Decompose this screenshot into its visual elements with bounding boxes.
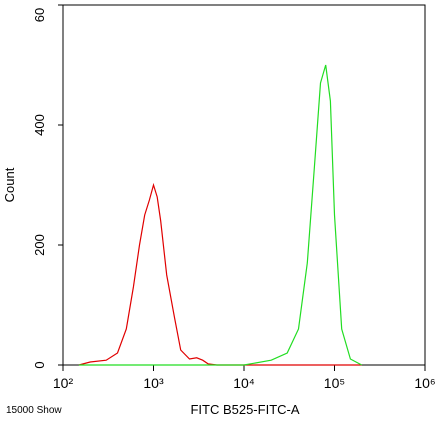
plot-frame (62, 4, 426, 366)
x-tick-label: 10⁶ (414, 375, 435, 391)
x-tick-label: 10² (53, 375, 74, 391)
y-tick-label: 200 (32, 234, 47, 256)
histogram-line (78, 64, 362, 366)
y-tick-label: 60 (32, 8, 47, 22)
x-axis-label: FITC B525-FITC-A (190, 402, 299, 417)
y-tick-label: 400 (32, 114, 47, 136)
x-tick-label: 10⁵ (324, 375, 345, 391)
x-tick-label: 10³ (143, 375, 164, 391)
histogram-line (78, 182, 362, 366)
y-axis-label: Count (2, 167, 17, 202)
y-tick-label: 0 (32, 361, 47, 368)
x-tick-label: 10⁴ (233, 375, 255, 391)
event-count: 15000 Show (6, 405, 62, 416)
